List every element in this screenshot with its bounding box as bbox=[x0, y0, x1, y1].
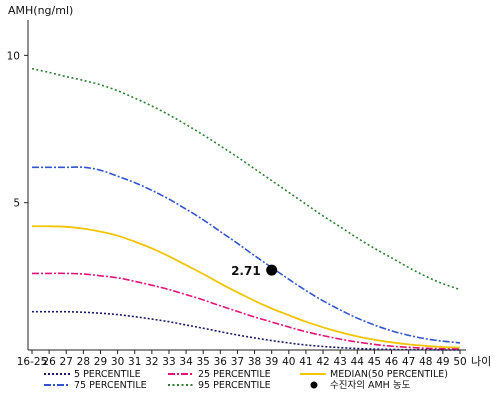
x-tick-label: 44 bbox=[351, 356, 365, 368]
legend-item: MEDIAN(50 PERCENTILE) bbox=[300, 369, 448, 380]
legend-item: 25 PERCENTILE bbox=[168, 369, 271, 380]
y-tick-label: 10 bbox=[7, 50, 20, 62]
x-tick-label: 40 bbox=[282, 356, 295, 368]
series-lines bbox=[31, 67, 461, 351]
series-line-25-percentile bbox=[31, 272, 461, 350]
x-tick-label: 50 bbox=[453, 356, 466, 368]
legend-swatch bbox=[310, 381, 318, 389]
x-tick-label: 16-25 bbox=[17, 356, 48, 368]
x-tick-label: 33 bbox=[162, 356, 175, 368]
x-tick-label: 34 bbox=[179, 356, 193, 368]
x-tick-label: 48 bbox=[419, 356, 432, 368]
legend-label: 75 PERCENTILE bbox=[74, 380, 147, 391]
series-line-95-percentile bbox=[31, 67, 461, 291]
x-tick-label: 41 bbox=[299, 356, 312, 368]
x-tick-label: 31 bbox=[128, 356, 141, 368]
legend-label: 5 PERCENTILE bbox=[74, 369, 141, 380]
x-tick-label: 39 bbox=[265, 356, 278, 368]
x-tick-label: 32 bbox=[145, 356, 158, 368]
x-tick-label: 47 bbox=[402, 356, 415, 368]
x-tick-label: 27 bbox=[60, 356, 73, 368]
legend-item: 95 PERCENTILE bbox=[168, 380, 271, 391]
x-tick-label: 38 bbox=[248, 356, 261, 368]
x-tick-label: 45 bbox=[368, 356, 381, 368]
x-tick-label: 49 bbox=[436, 356, 449, 368]
x-tick-label: 30 bbox=[111, 356, 124, 368]
patient-marker: 2.71 bbox=[231, 264, 278, 278]
y-axis-title: AMH(ng/ml) bbox=[8, 4, 73, 17]
patient-amh-point bbox=[266, 264, 278, 276]
x-tick-label: 37 bbox=[231, 356, 244, 368]
y-tick-label: 5 bbox=[13, 198, 20, 210]
x-tick-label: 43 bbox=[333, 356, 346, 368]
legend-label: MEDIAN(50 PERCENTILE) bbox=[330, 369, 448, 380]
x-tick-label: 36 bbox=[214, 356, 228, 368]
axes bbox=[27, 20, 466, 351]
x-tick-label: 46 bbox=[385, 356, 399, 368]
x-tick-label: 26 bbox=[42, 356, 56, 368]
legend-label: 수진자의 AMH 농도 bbox=[330, 380, 411, 391]
x-tick-label: 35 bbox=[197, 356, 210, 368]
series-line-5-percentile bbox=[31, 310, 460, 351]
legend-item: 75 PERCENTILE bbox=[44, 380, 147, 391]
x-tick-label: 42 bbox=[316, 356, 329, 368]
legend-label: 25 PERCENTILE bbox=[198, 369, 271, 380]
x-tick-label: 28 bbox=[77, 356, 90, 368]
y-ticks: 5 10 bbox=[7, 50, 28, 210]
legend: 5 PERCENTILE 25 PERCENTILE MEDIAN(50 PERCE… bbox=[44, 369, 448, 391]
series-line-75-percentile bbox=[31, 166, 461, 344]
x-axis-title: 나이 bbox=[471, 355, 491, 368]
series-line-median-50-percentile- bbox=[31, 225, 461, 349]
patient-amh-value: 2.71 bbox=[231, 264, 261, 278]
legend-item: 수진자의 AMH 농도 bbox=[310, 380, 411, 391]
legend-label: 95 PERCENTILE bbox=[198, 380, 271, 391]
x-tick-label: 29 bbox=[94, 356, 107, 368]
legend-item: 5 PERCENTILE bbox=[44, 369, 141, 380]
